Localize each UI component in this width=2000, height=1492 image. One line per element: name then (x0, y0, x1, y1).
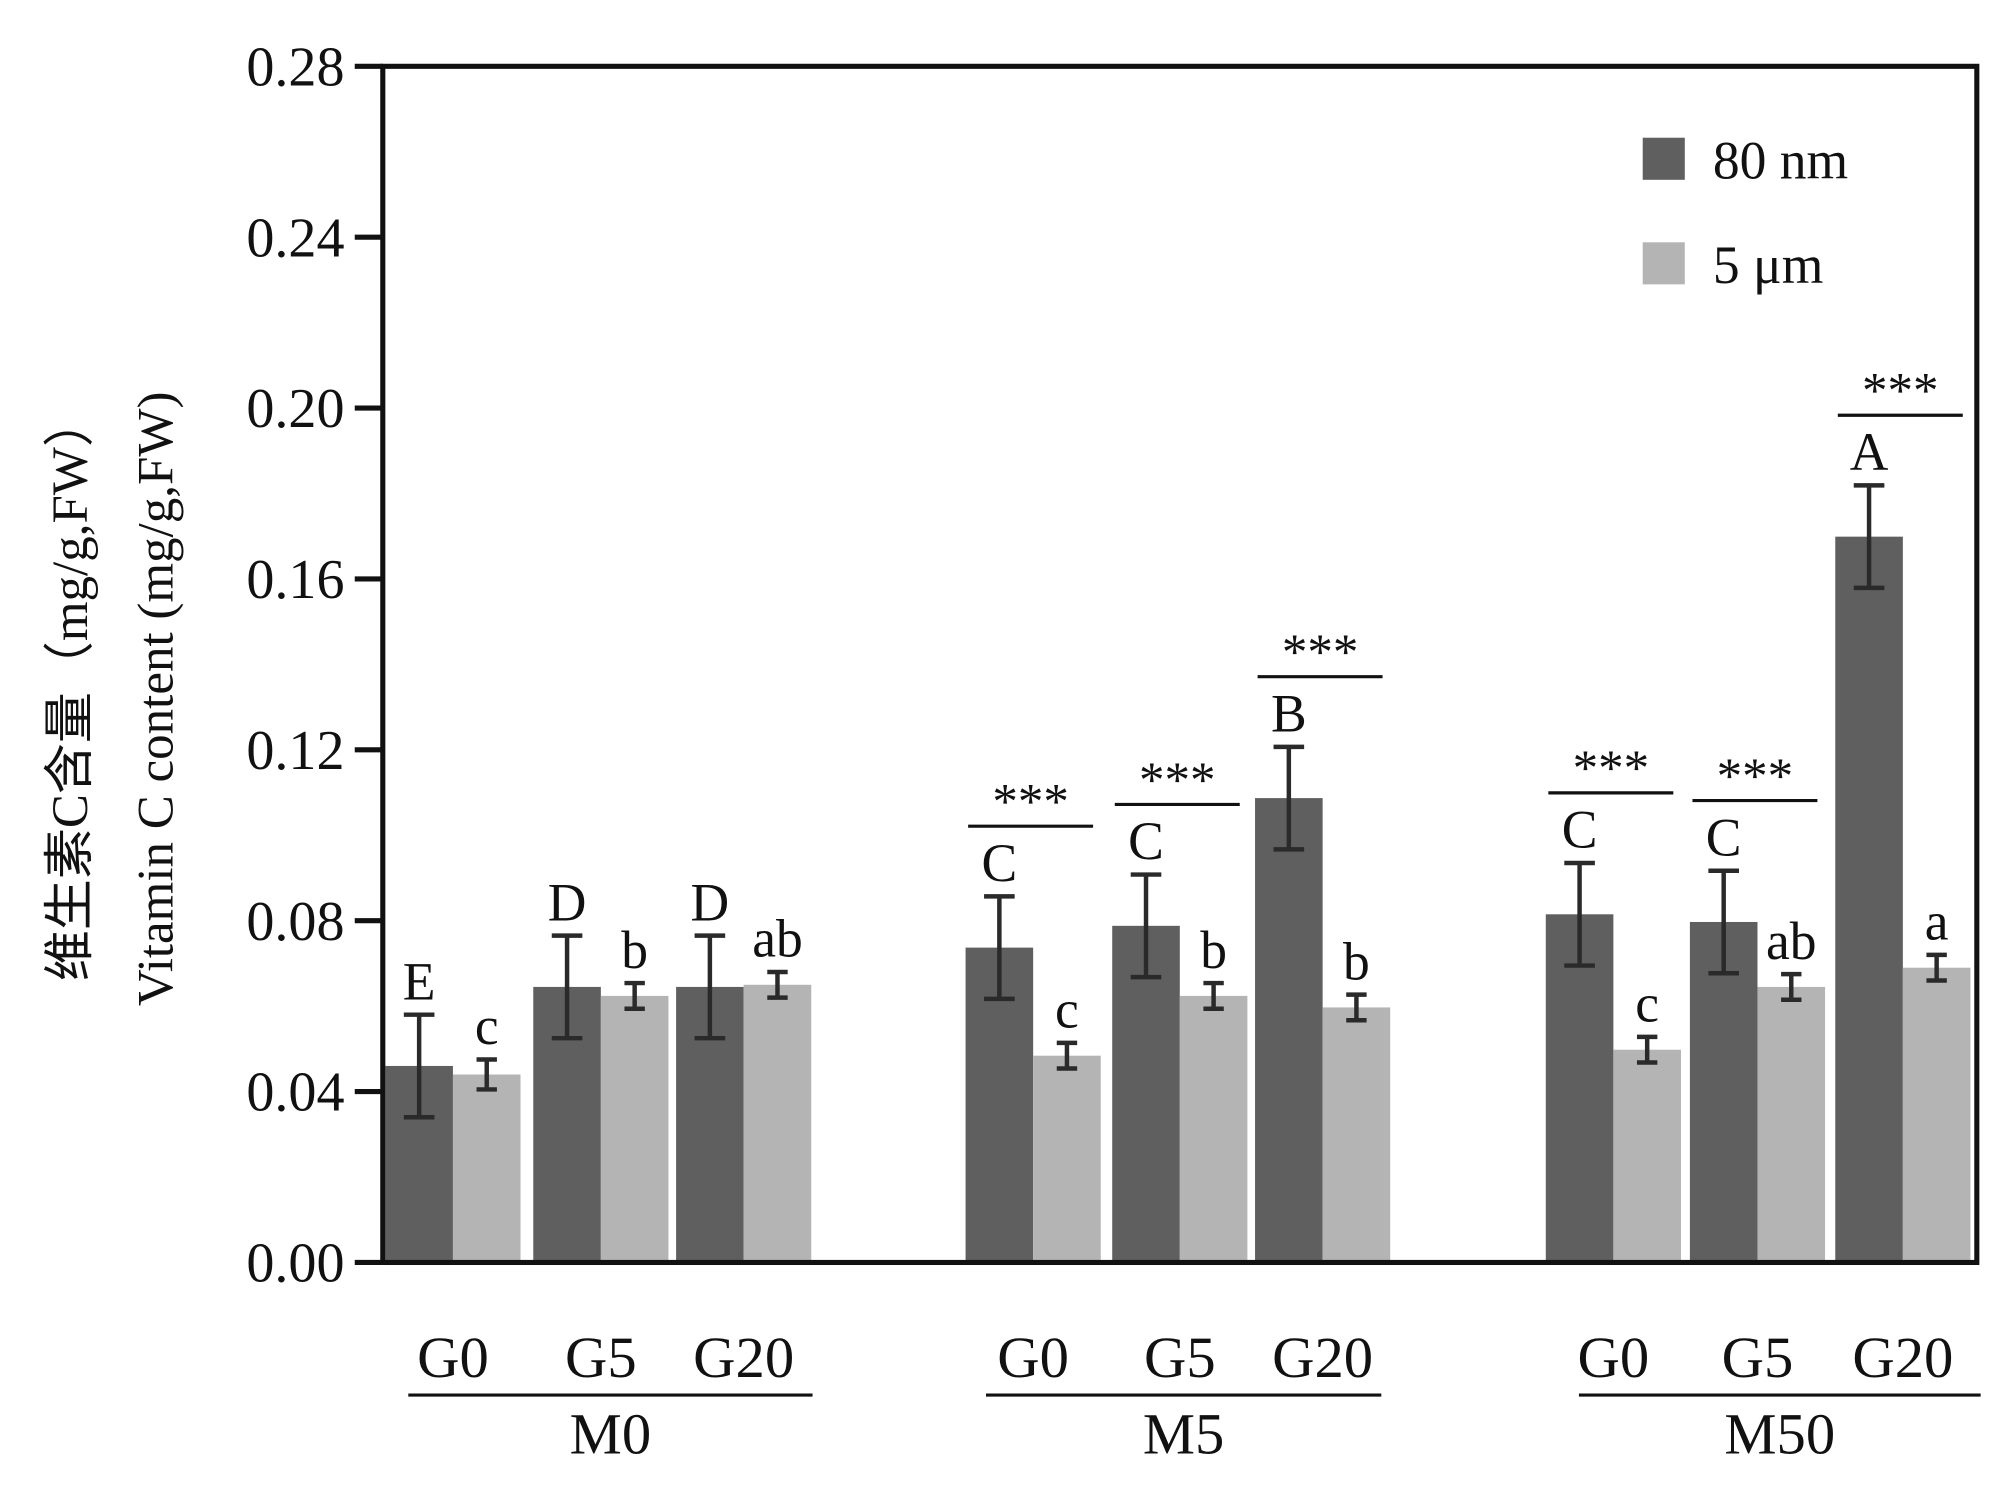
legend-label-80nm: 80 nm (1713, 131, 1848, 191)
x-tick-label: G0 (417, 1325, 489, 1390)
bar-80nm (1835, 536, 1903, 1263)
error-bar (694, 933, 726, 1041)
y-tick-label: 0.12 (246, 720, 344, 782)
significance-letter: E (403, 951, 436, 1011)
error-bar (1203, 980, 1224, 1011)
significance-letter: D (548, 872, 587, 932)
x-tick-label: G20 (1852, 1325, 1953, 1390)
error-bar (1564, 860, 1595, 968)
significance-letter: c (1055, 980, 1079, 1040)
significance-letter: C (1562, 800, 1598, 860)
significance-letter: b (621, 920, 648, 980)
y-tick-label: 0.00 (246, 1233, 344, 1295)
plot-frame (380, 63, 1980, 1266)
x-tick-label: G20 (693, 1325, 794, 1390)
error-bar (1781, 971, 1802, 1002)
significance-letter: b (1343, 931, 1370, 991)
significance-letter: D (691, 872, 730, 932)
significance-stars: *** (1573, 741, 1650, 797)
y-axis-label: Vitamin C content (mg/g,FW) (128, 392, 184, 1007)
bar-80nm (1689, 921, 1758, 1263)
x-tick-label: G5 (1144, 1325, 1216, 1390)
y-tick-label: 0.20 (246, 378, 344, 440)
error-bar (1273, 744, 1305, 852)
significance-letter: c (475, 996, 499, 1056)
significance-stars: *** (992, 775, 1069, 831)
y-tick-label: 0.08 (246, 891, 344, 953)
bar-80nm (1112, 925, 1180, 1263)
error-bar (984, 894, 1015, 1002)
error-bar (1853, 483, 1885, 591)
error-bar (1056, 1040, 1078, 1071)
error-bar (1130, 872, 1162, 980)
significance-stars: *** (1717, 749, 1794, 805)
significance-letter: b (1200, 920, 1227, 980)
x-tick-label: G5 (1722, 1325, 1794, 1390)
significance-letter: C (1706, 807, 1742, 867)
significance-letter: B (1271, 684, 1307, 744)
error-bar (624, 980, 645, 1011)
significance-letter: c (1635, 974, 1659, 1034)
x-tick-label: G0 (1578, 1325, 1650, 1390)
y-tick-label: 0.16 (246, 549, 344, 611)
bar-5um (1902, 967, 1971, 1263)
significance-letter: ab (752, 909, 803, 969)
significance-stars: *** (1862, 364, 1939, 420)
bar-5um (1179, 995, 1248, 1263)
error-bar (1926, 952, 1947, 983)
bar-5um (600, 995, 669, 1263)
x-tick-label: G5 (565, 1325, 637, 1390)
significance-letter: a (1925, 892, 1949, 952)
group-label: M5 (1143, 1402, 1224, 1467)
error-bar (767, 969, 788, 1000)
bar-80nm (1545, 914, 1614, 1263)
y-tick-label: 0.24 (246, 207, 344, 269)
bar-5um (452, 1074, 521, 1263)
bar-5um (1613, 1049, 1681, 1263)
significance-letter: ab (1766, 911, 1817, 971)
bar-5um (743, 984, 812, 1263)
significance-letter: A (1850, 422, 1889, 482)
significance-stars: *** (1139, 753, 1215, 809)
x-tick-label: G20 (1272, 1325, 1373, 1390)
significance-stars: *** (1282, 625, 1359, 681)
y-tick-label: 0.28 (246, 36, 344, 98)
group-label: M0 (570, 1402, 651, 1467)
legend: 80 nm 5 μm (1642, 131, 1848, 295)
error-bar (476, 1057, 497, 1092)
error-bar (551, 933, 583, 1041)
error-bar (1346, 992, 1367, 1023)
group-label: M50 (1724, 1402, 1835, 1467)
y-tick-label: 0.04 (246, 1062, 344, 1124)
bar-80nm (1255, 798, 1323, 1263)
legend-swatch-80nm (1642, 137, 1685, 180)
x-tick-label: G0 (997, 1325, 1069, 1390)
legend-swatch-5um (1642, 242, 1685, 285)
significance-letter: C (1128, 811, 1164, 871)
error-bar (1636, 1034, 1658, 1065)
bar-5um (1757, 986, 1826, 1263)
bar-5um (1033, 1055, 1101, 1263)
bar-5um (1322, 1007, 1391, 1263)
legend-label-5um: 5 μm (1713, 235, 1824, 295)
error-bar (1708, 868, 1739, 976)
y-axis-label-cn: 维生素C含量（mg/g,FW） (43, 396, 99, 981)
error-bar (403, 1012, 435, 1120)
significance-letter: C (982, 833, 1018, 893)
